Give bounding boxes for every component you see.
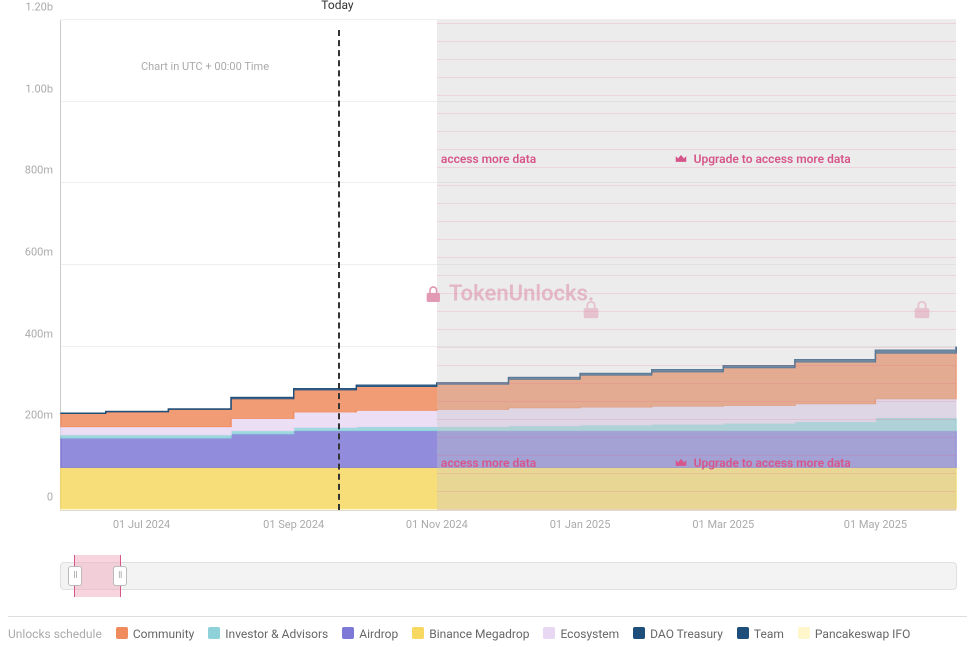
legend-swatch [737, 627, 749, 639]
x-tick-label: 01 Sep 2024 [263, 510, 324, 531]
lock-icon [580, 299, 602, 321]
legend-label: DAO Treasury [650, 627, 723, 641]
today-label: Today [321, 0, 353, 12]
legend-label: Community [133, 627, 194, 641]
legend-swatch [208, 627, 220, 639]
upgrade-text: Upgrade to access more data [694, 152, 851, 166]
y-tick-label: 1.20b [25, 1, 61, 14]
x-tick-label: 01 Jan 2025 [550, 510, 611, 531]
legend-item-team[interactable]: Team [737, 627, 784, 641]
lock-icon [423, 284, 443, 304]
x-tick-label: 01 Mar 2025 [692, 510, 754, 531]
legend-swatch [798, 627, 810, 639]
range-selection[interactable]: || || [74, 555, 121, 597]
upgrade-cta[interactable]: access more data [441, 152, 536, 166]
upgrade-cta[interactable]: Upgrade to access more data [674, 152, 851, 166]
x-tick-label: 01 Nov 2024 [406, 510, 468, 531]
legend-item-dao_treasury[interactable]: DAO Treasury [633, 627, 723, 641]
y-tick-label: 0 [47, 491, 61, 504]
legend-label: Ecosystem [560, 627, 619, 641]
legend-swatch [342, 627, 354, 639]
range-handle-left[interactable]: || [68, 566, 82, 586]
legend-swatch [116, 627, 128, 639]
legend-swatch [412, 627, 424, 639]
legend-item-ecosystem[interactable]: Ecosystem [543, 627, 619, 641]
legend-item-binance_megadrop[interactable]: Binance Megadrop [412, 627, 529, 641]
legend-label: Team [754, 627, 784, 641]
legend: Unlocks schedule Community Investor & Adv… [8, 616, 967, 641]
x-tick-label: 01 Jul 2024 [113, 510, 170, 531]
legend-label: Investor & Advisors [225, 627, 328, 641]
legend-item-investor_advisors[interactable]: Investor & Advisors [208, 627, 328, 641]
y-tick-label: 200m [25, 409, 61, 422]
upgrade-cta[interactable]: Upgrade to access more data [674, 456, 851, 470]
y-tick-label: 1.00b [25, 82, 61, 95]
legend-swatch [543, 627, 555, 639]
crown-icon [674, 456, 688, 470]
watermark-text: TokenUnlocks. [449, 282, 594, 307]
chart-container: Today 0200m400m600m800m1.00b1.20b 01 Jul… [0, 0, 975, 647]
overlay-stripes [437, 20, 956, 510]
legend-label: Airdrop [359, 627, 398, 641]
legend-item-pancakeswap_ifo[interactable]: Pancakeswap IFO [798, 627, 910, 641]
upgrade-text: access more data [441, 456, 536, 470]
y-tick-label: 600m [25, 246, 61, 259]
plot-area: 0200m400m600m800m1.00b1.20b 01 Jul 20240… [60, 20, 956, 511]
x-tick-label: 01 May 2025 [844, 510, 907, 531]
y-tick-label: 800m [25, 164, 61, 177]
legend-label: Pancakeswap IFO [815, 627, 910, 641]
upgrade-cta[interactable]: access more data [441, 456, 536, 470]
range-handle-right[interactable]: || [113, 566, 127, 586]
today-marker-line [338, 30, 340, 510]
legend-label: Binance Megadrop [429, 627, 529, 641]
y-tick-label: 400m [25, 327, 61, 340]
legend-title: Unlocks schedule [8, 627, 102, 641]
time-range-scrubber[interactable]: || || [60, 562, 957, 590]
upgrade-text: access more data [441, 152, 536, 166]
legend-item-community[interactable]: Community [116, 627, 194, 641]
upgrade-text: Upgrade to access more data [694, 456, 851, 470]
legend-item-airdrop[interactable]: Airdrop [342, 627, 398, 641]
watermark: TokenUnlocks. [423, 282, 594, 307]
locked-data-overlay[interactable]: access more data Upgrade to access more d… [437, 20, 956, 510]
legend-swatch [633, 627, 645, 639]
crown-icon [674, 152, 688, 166]
lock-icon [911, 299, 933, 321]
